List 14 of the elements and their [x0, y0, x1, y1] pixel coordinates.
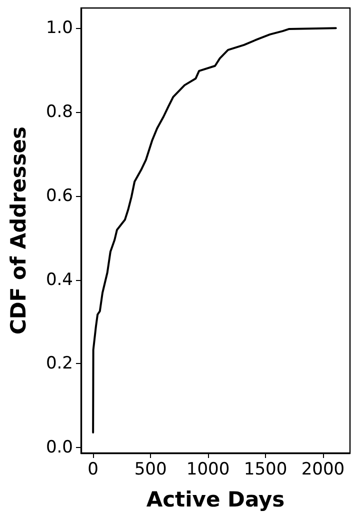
x-axis-title: Active Days [146, 488, 285, 512]
x-tick-label: 0 [88, 460, 98, 480]
line-series [92, 27, 337, 434]
y-tick-label: 0.2 [46, 354, 73, 374]
y-tick-label: 0.4 [46, 270, 73, 290]
y-tick-label: 0.8 [46, 102, 73, 122]
x-tick-label: 1500 [244, 460, 288, 480]
y-tick-label: 0.6 [46, 186, 73, 206]
x-tick-label: 500 [134, 460, 167, 480]
y-tick-label: 1.0 [46, 18, 73, 38]
x-tick-label: 1000 [186, 460, 230, 480]
y-tick-label: 0.0 [46, 438, 73, 458]
y-axis-title: CDF of Addresses [6, 126, 30, 335]
x-tick-label: 2000 [301, 460, 345, 480]
